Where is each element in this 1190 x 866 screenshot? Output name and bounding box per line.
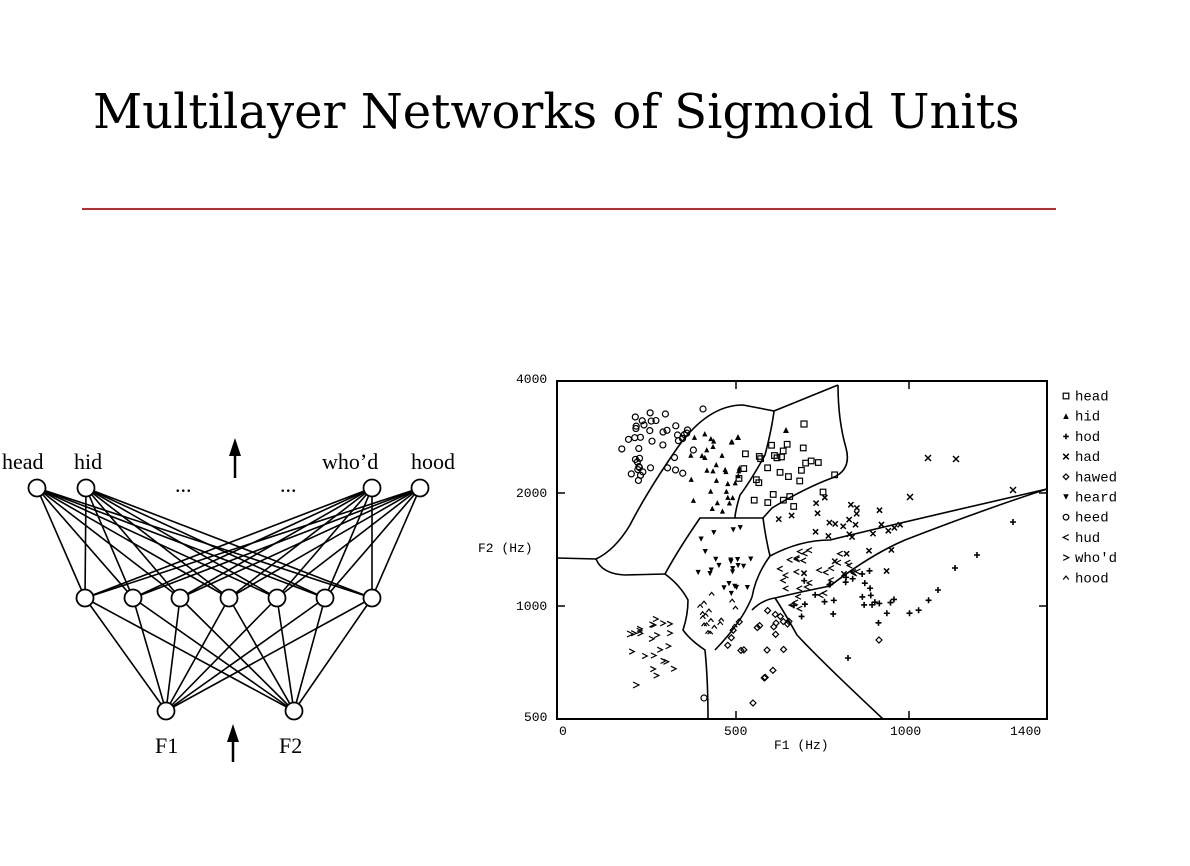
hidden-node-6 <box>315 588 335 608</box>
legend-item-5: heard <box>1063 491 1117 507</box>
plot-frame <box>556 380 1048 720</box>
input-node-2 <box>284 701 304 721</box>
decision-boundaries <box>556 384 1048 720</box>
ytick-2000: 2000 <box>516 486 547 501</box>
points-cross <box>775 494 904 578</box>
input-node-1 <box>156 701 176 721</box>
input-label-f1: F1 <box>155 733 178 758</box>
hidden-node-1 <box>75 588 95 608</box>
legend-item-0: head <box>1062 390 1109 406</box>
output-ellipsis-right: ... <box>280 472 297 497</box>
output-label-hood: hood <box>411 449 455 474</box>
output-ellipsis-left: ... <box>175 472 192 497</box>
points-caret <box>697 591 739 635</box>
legend-item-8: who'd <box>1062 551 1117 567</box>
title-rule <box>82 208 1056 210</box>
legend-label: heard <box>1075 491 1117 507</box>
output-node-1 <box>27 478 47 498</box>
y-axis-label: F2 (Hz) <box>478 541 533 556</box>
hidden-node-7 <box>362 588 382 608</box>
slide-title: Multilayer Networks of Sigmoid Units <box>93 84 1020 140</box>
legend-item-6: heed <box>1062 511 1109 527</box>
plot-ticks <box>557 381 1047 719</box>
output-node-2 <box>76 478 96 498</box>
legend-label: head <box>1075 390 1109 406</box>
hidden-node-2 <box>123 588 143 608</box>
legend-label: hud <box>1075 531 1100 547</box>
hidden-node-5 <box>267 588 287 608</box>
network-nodes <box>27 478 430 721</box>
legend-label: hood <box>1075 571 1109 587</box>
points-circle <box>618 409 697 485</box>
xtick-1400: 1400 <box>1010 724 1041 739</box>
hidden-node-3 <box>170 588 190 608</box>
legend-label: who'd <box>1075 551 1117 567</box>
points-down-triangle <box>695 525 754 597</box>
points-diamond <box>723 606 793 682</box>
legend-label: had <box>1075 450 1100 466</box>
plot-points <box>618 405 1017 707</box>
input-arrow <box>227 724 239 762</box>
legend-item-1: hid <box>1063 410 1100 426</box>
points-plus <box>790 567 932 626</box>
xtick-1000: 1000 <box>890 724 921 739</box>
xtick-500: 500 <box>724 724 747 739</box>
legend-item-7: hud <box>1061 531 1100 547</box>
output-label-head: head <box>2 449 44 474</box>
legend-label: heed <box>1075 511 1109 527</box>
ytick-500: 500 <box>524 710 547 725</box>
network-edges <box>36 487 421 712</box>
legend-item-9: hood <box>1062 571 1109 587</box>
legend-item-3: had <box>1062 450 1100 466</box>
input-label-f2: F2 <box>279 733 302 758</box>
legend-item-4: hawed <box>1062 470 1117 486</box>
x-axis-label: F1 (Hz) <box>774 738 829 753</box>
points-triangle <box>688 431 742 514</box>
xtick-0: 0 <box>559 724 567 739</box>
output-label-hid: hid <box>74 449 102 474</box>
points-greater-than <box>628 615 678 679</box>
legend-item-2: hod <box>1063 430 1100 446</box>
ytick-4000: 4000 <box>516 372 547 387</box>
points-square <box>735 440 839 510</box>
output-node-4 <box>410 478 430 498</box>
ytick-1000: 1000 <box>516 599 547 614</box>
output-node-3 <box>362 478 382 498</box>
formant-plot: 4000 2000 1000 500 0 500 1000 1400 F1 (H… <box>478 372 1117 753</box>
legend-label: hid <box>1075 410 1100 426</box>
legend-label: hawed <box>1075 470 1117 486</box>
output-label-whod: who’d <box>322 449 378 474</box>
legend-label: hod <box>1075 430 1100 446</box>
points-less-than <box>776 547 861 612</box>
network-diagram: head hid who’d hood ... ... F1 F2 <box>2 438 455 762</box>
hidden-node-4 <box>219 588 239 608</box>
output-arrow <box>229 438 241 478</box>
plot-legend: head hid hod had hawed heard heed hud who'd hood <box>1061 390 1117 587</box>
